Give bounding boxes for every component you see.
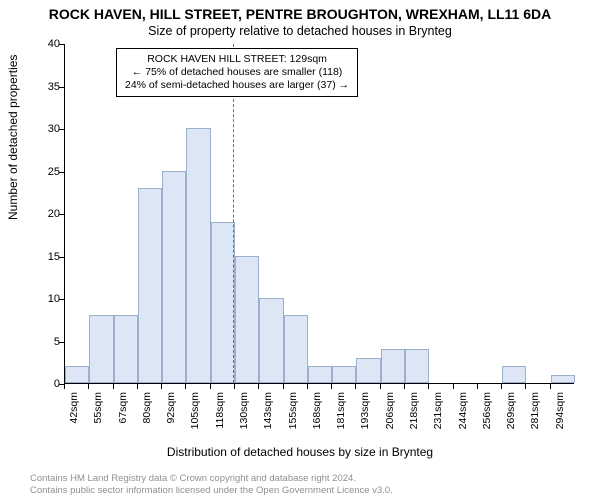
x-tick-mark — [477, 384, 478, 389]
x-tick-label: 168sqm — [311, 392, 323, 442]
x-tick-mark — [210, 384, 211, 389]
x-tick-mark — [525, 384, 526, 389]
x-tick-label: 55sqm — [92, 392, 104, 442]
annotation-line: ROCK HAVEN HILL STREET: 129sqm — [125, 53, 349, 66]
x-tick-mark — [380, 384, 381, 389]
y-tick-mark — [59, 214, 64, 215]
y-tick-label: 25 — [34, 166, 60, 178]
y-axis-label: Number of detached properties — [6, 55, 20, 220]
x-tick-mark — [185, 384, 186, 389]
x-tick-mark — [331, 384, 332, 389]
x-tick-label: 92sqm — [165, 392, 177, 442]
y-tick-mark — [59, 87, 64, 88]
attribution-footer: Contains HM Land Registry data © Crown c… — [30, 473, 393, 496]
x-tick-label: 130sqm — [238, 392, 250, 442]
histogram-bar — [138, 188, 162, 384]
footer-line: Contains HM Land Registry data © Crown c… — [30, 473, 393, 484]
y-tick-mark — [59, 172, 64, 173]
x-tick-mark — [453, 384, 454, 389]
histogram-bar — [308, 366, 332, 383]
x-tick-label: 231sqm — [432, 392, 444, 442]
x-axis-label: Distribution of detached houses by size … — [0, 445, 600, 459]
y-tick-mark — [59, 129, 64, 130]
x-tick-mark — [550, 384, 551, 389]
histogram-bar — [381, 349, 405, 383]
y-tick-label: 5 — [34, 336, 60, 348]
histogram-bar — [235, 256, 259, 384]
histogram-bar — [332, 366, 356, 383]
x-tick-label: 155sqm — [287, 392, 299, 442]
histogram-bar — [405, 349, 429, 383]
x-tick-label: 143sqm — [262, 392, 274, 442]
x-tick-label: 206sqm — [384, 392, 396, 442]
y-tick-label: 20 — [34, 208, 60, 220]
histogram-bar — [502, 366, 526, 383]
histogram-bar — [356, 358, 380, 384]
chart-title: ROCK HAVEN, HILL STREET, PENTRE BROUGHTO… — [0, 6, 600, 22]
chart-subtitle: Size of property relative to detached ho… — [0, 24, 600, 38]
x-tick-mark — [307, 384, 308, 389]
x-tick-label: 269sqm — [505, 392, 517, 442]
y-tick-mark — [59, 299, 64, 300]
x-tick-label: 67sqm — [117, 392, 129, 442]
annotation-box: ROCK HAVEN HILL STREET: 129sqm ← 75% of … — [116, 48, 358, 97]
x-tick-mark — [137, 384, 138, 389]
x-tick-label: 281sqm — [529, 392, 541, 442]
histogram-bar — [259, 298, 283, 383]
annotation-line: 24% of semi-detached houses are larger (… — [125, 79, 349, 92]
y-tick-label: 15 — [34, 251, 60, 263]
histogram-bar — [162, 171, 186, 384]
histogram-bar — [211, 222, 235, 384]
chart-root: ROCK HAVEN, HILL STREET, PENTRE BROUGHTO… — [0, 0, 600, 500]
x-tick-mark — [355, 384, 356, 389]
x-tick-label: 193sqm — [359, 392, 371, 442]
histogram-bar — [65, 366, 89, 383]
x-tick-label: 244sqm — [457, 392, 469, 442]
histogram-bar — [284, 315, 308, 383]
histogram-bar — [186, 128, 210, 383]
histogram-bar — [114, 315, 138, 383]
x-tick-mark — [283, 384, 284, 389]
x-tick-mark — [258, 384, 259, 389]
annotation-line: ← 75% of detached houses are smaller (11… — [125, 66, 349, 79]
y-tick-label: 0 — [34, 378, 60, 390]
x-tick-label: 294sqm — [554, 392, 566, 442]
x-tick-mark — [161, 384, 162, 389]
x-tick-mark — [113, 384, 114, 389]
x-tick-mark — [88, 384, 89, 389]
y-tick-label: 30 — [34, 123, 60, 135]
y-tick-mark — [59, 257, 64, 258]
x-tick-label: 218sqm — [408, 392, 420, 442]
x-tick-mark — [234, 384, 235, 389]
y-tick-label: 10 — [34, 293, 60, 305]
y-tick-label: 40 — [34, 38, 60, 50]
y-tick-mark — [59, 342, 64, 343]
histogram-bar — [551, 375, 575, 384]
y-tick-mark — [59, 44, 64, 45]
histogram-bar — [89, 315, 113, 383]
x-tick-label: 80sqm — [141, 392, 153, 442]
x-tick-mark — [501, 384, 502, 389]
x-tick-label: 181sqm — [335, 392, 347, 442]
y-tick-label: 35 — [34, 81, 60, 93]
x-tick-mark — [64, 384, 65, 389]
x-tick-label: 256sqm — [481, 392, 493, 442]
x-tick-label: 105sqm — [189, 392, 201, 442]
x-tick-mark — [428, 384, 429, 389]
x-tick-mark — [404, 384, 405, 389]
footer-line: Contains public sector information licen… — [30, 485, 393, 496]
x-tick-label: 42sqm — [68, 392, 80, 442]
x-tick-label: 118sqm — [214, 392, 226, 442]
